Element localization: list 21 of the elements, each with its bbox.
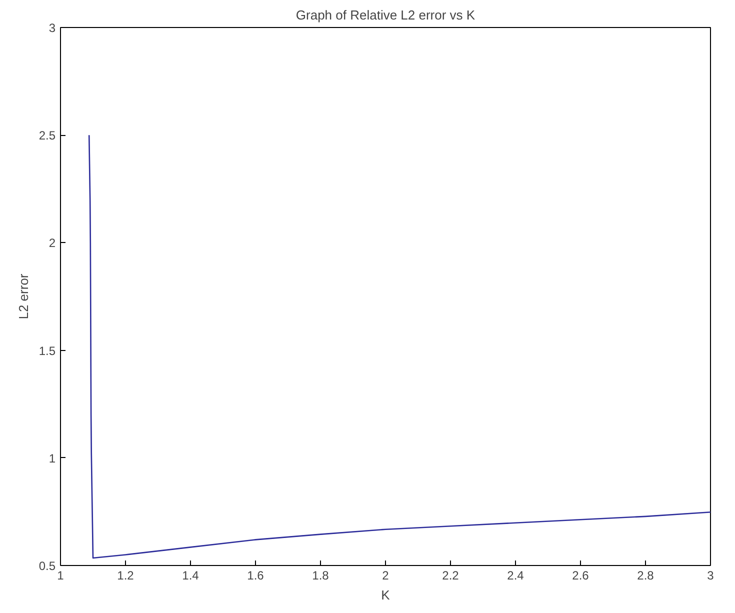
y-tick-label: 1.5 [38,344,56,358]
chart-title: Graph of Relative L2 error vs K [296,8,476,22]
line-series [88,134,710,559]
y-tick-label: 2.5 [38,128,56,143]
x-tick-label: 2.8 [637,568,654,582]
x-tick-label: 3 [707,568,714,582]
y-axis-title: L2 error [16,273,31,320]
x-tick-label: 2.2 [442,568,460,582]
x-tick-label: 1.6 [247,568,264,582]
y-tick-label: 0.5 [38,559,56,573]
x-tick-label: 1.8 [312,568,330,582]
x-tick-label: 1 [57,568,64,582]
y-tick-label: 3 [48,21,56,35]
x-tick-label: 2 [382,568,390,582]
x-tick-label: 2.6 [572,568,590,582]
x-tick-label: 1.2 [117,568,134,582]
y-tick-label: 2 [48,236,56,250]
y-tick-label: 1 [48,451,56,466]
x-tick-label: 2.4 [507,568,524,582]
x-axis-title: K [381,588,390,602]
x-tick-label: 1.4 [182,568,200,582]
